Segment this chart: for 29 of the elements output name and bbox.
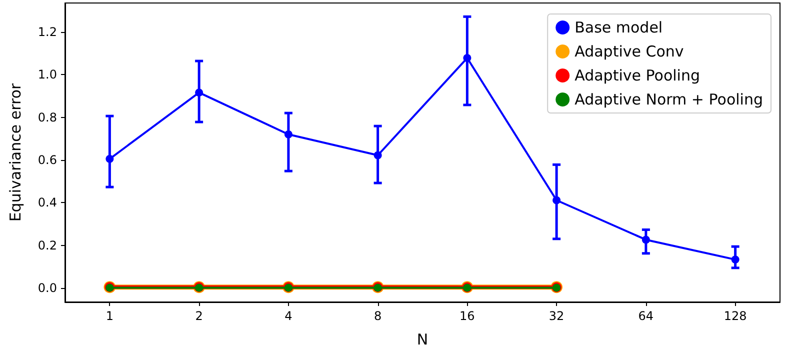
point — [642, 236, 650, 244]
x-tick-label: 8 — [374, 309, 382, 323]
legend-label: Adaptive Conv — [574, 42, 684, 60]
y-tick-label: 0.6 — [38, 152, 57, 167]
legend-label: Adaptive Pooling — [574, 66, 700, 84]
x-axis-title: N — [416, 330, 428, 348]
y-tick-label: 1.2 — [38, 25, 57, 40]
y-tick-label: 0.0 — [38, 280, 57, 295]
y-tick-label: 0.4 — [38, 196, 57, 210]
x-tick-label: 1 — [106, 309, 114, 323]
point — [284, 130, 292, 138]
y-tick-label: 0.2 — [38, 238, 57, 252]
x-tick-label: 128 — [724, 309, 747, 323]
y-tick-label: 0.8 — [38, 110, 57, 124]
point — [552, 196, 561, 204]
point — [106, 154, 114, 163]
x-tick-label: 4 — [284, 309, 292, 323]
point — [463, 54, 472, 62]
y-tick-label: 1.0 — [38, 68, 57, 82]
point — [731, 256, 740, 264]
x-tick-label: 2 — [195, 309, 203, 323]
legend-label: Base model — [574, 18, 663, 36]
x-tick-label: 16 — [460, 309, 475, 323]
x-tick-label: 64 — [638, 309, 654, 323]
point — [195, 88, 204, 97]
point — [374, 151, 382, 160]
x-tick-label: 32 — [548, 309, 564, 323]
legend-label: Adaptive Norm + Pooling — [574, 90, 764, 108]
y-axis-title: Equivariance error — [6, 82, 24, 222]
